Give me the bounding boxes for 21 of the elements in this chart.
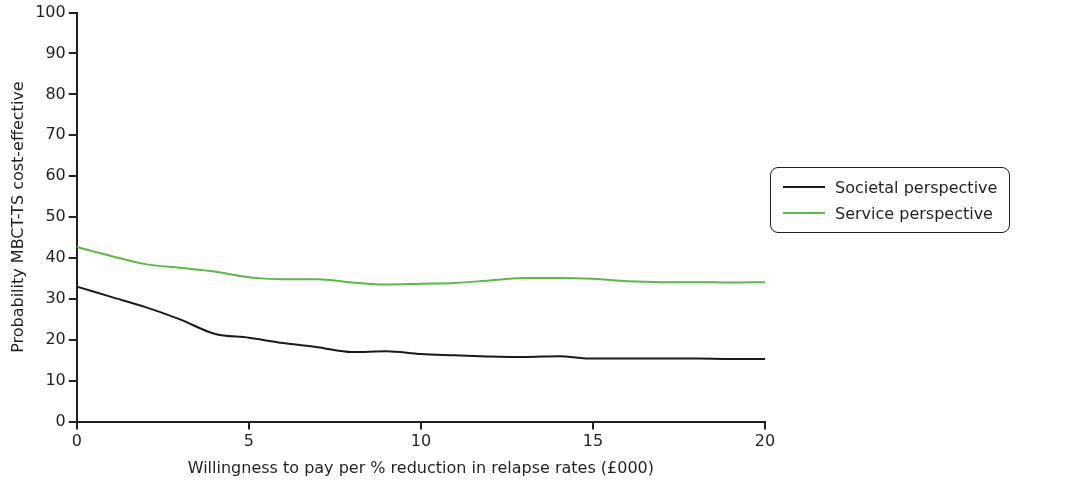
y-axis-title: Probability MBCT-TS cost-effective [7,81,27,353]
x-tick-label: 0 [71,431,82,451]
y-tick-label: 10 [45,369,66,389]
y-tick-label: 100 [35,1,66,21]
x-tick-label: 15 [582,431,604,451]
legend-label: Service perspective [835,203,993,223]
x-tick-label: 10 [410,431,432,451]
y-tick-label: 90 [45,42,66,62]
y-tick-label: 20 [45,328,66,348]
y-tick-label: 60 [45,165,66,185]
legend-label: Societal perspective [835,177,998,197]
x-axis-title: Willingness to pay per % reduction in relapse rates (£000) [187,457,655,477]
y-tick-label: 80 [45,83,66,103]
x-tick-label: 20 [754,431,776,451]
y-tick-label: 30 [45,288,66,308]
x-tick-label: 5 [243,431,254,451]
y-tick-label: 40 [45,247,66,267]
y-tick-label: 0 [55,410,66,430]
y-tick-label: 70 [45,124,66,144]
line-series [76,245,765,286]
y-tick-label: 50 [45,206,66,226]
